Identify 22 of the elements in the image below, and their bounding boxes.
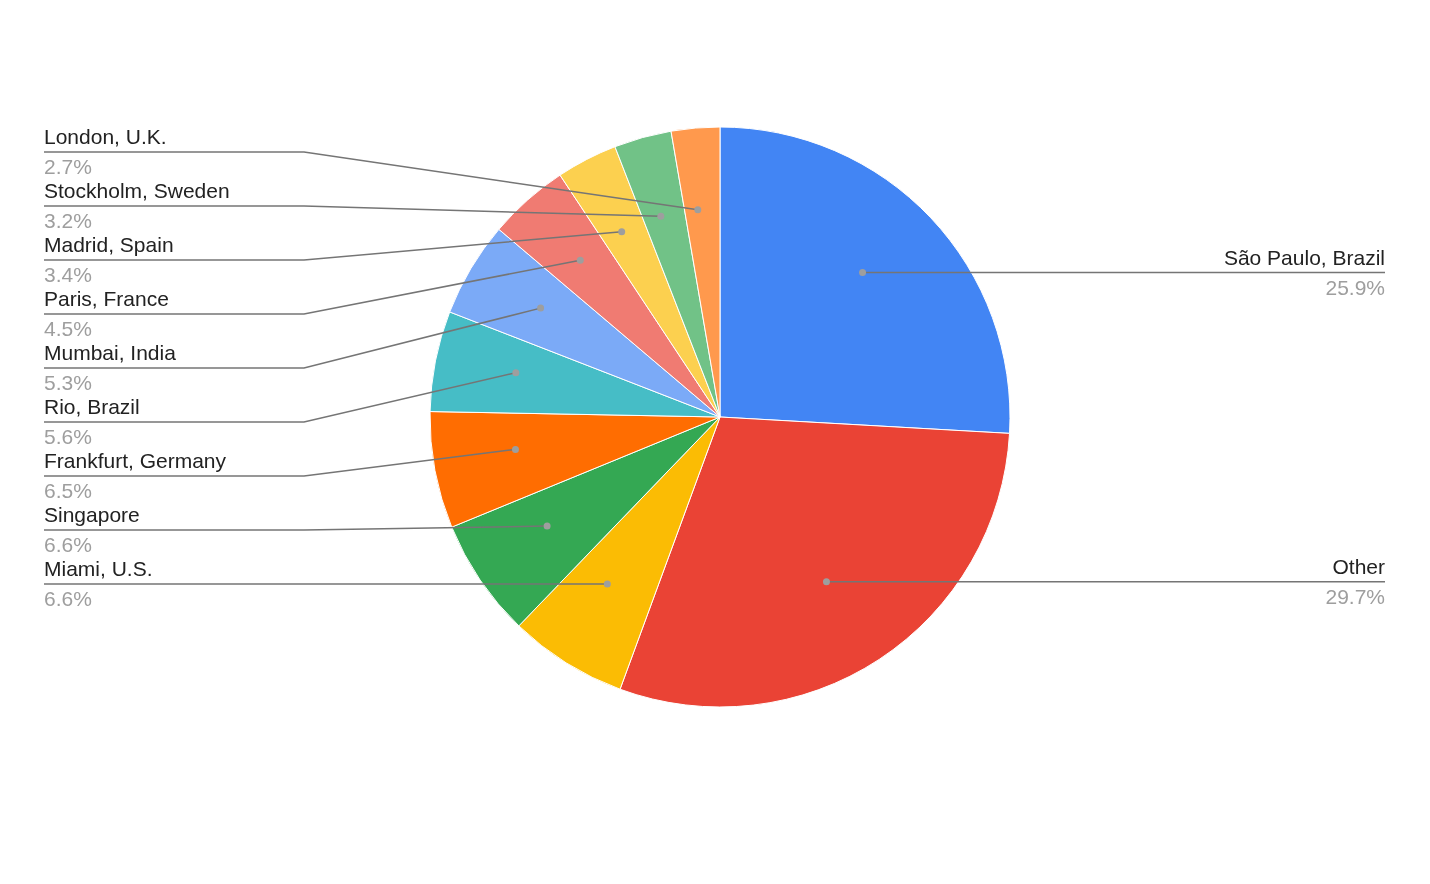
slice-label: Frankfurt, Germany — [44, 449, 227, 473]
slice-label: Miami, U.S. — [44, 557, 153, 581]
data-label: 6.6% — [44, 533, 92, 557]
data-label: 5.3% — [44, 371, 92, 395]
slice-label: Stockholm, Sweden — [44, 179, 230, 203]
slice-label: Mumbai, India — [44, 341, 177, 365]
slice-label: São Paulo, Brazil — [1223, 245, 1385, 269]
data-label: 3.2% — [44, 209, 92, 233]
data-label: 25.9% — [1325, 275, 1385, 299]
data-label: 5.6% — [44, 425, 92, 449]
slice-label: London, U.K. — [44, 125, 167, 149]
slice-label: Singapore — [44, 503, 140, 527]
slice-label: Rio, Brazil — [44, 395, 140, 419]
slice-label: Other — [1332, 554, 1385, 578]
data-label: 3.4% — [44, 263, 92, 287]
slice-label: Paris, France — [44, 287, 169, 311]
data-label: 2.7% — [44, 155, 92, 179]
data-label: 6.5% — [44, 479, 92, 503]
data-label: 29.7% — [1325, 584, 1385, 608]
data-label: 4.5% — [44, 317, 92, 341]
slice-label: Madrid, Spain — [44, 233, 174, 257]
data-label: 6.6% — [44, 587, 92, 611]
